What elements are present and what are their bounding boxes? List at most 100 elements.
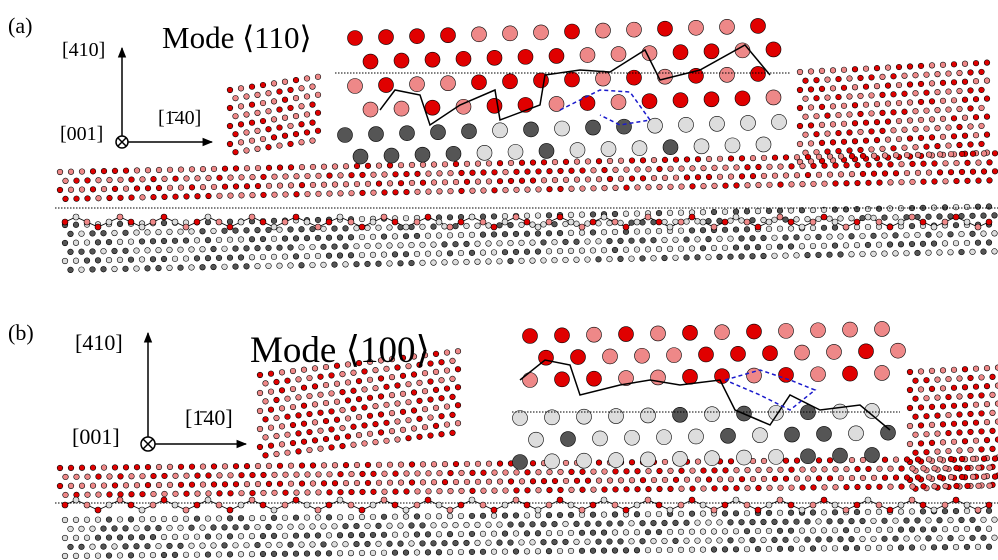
atom (668, 468, 674, 474)
atom (920, 527, 926, 533)
atom (426, 171, 432, 177)
atom (979, 375, 985, 381)
atom (68, 249, 74, 255)
atom (937, 214, 943, 220)
atom (946, 143, 952, 149)
atom (679, 468, 685, 474)
atom (321, 463, 327, 469)
atom (557, 512, 563, 518)
atom (249, 120, 255, 126)
atom (398, 462, 404, 468)
atom (129, 473, 135, 479)
atom (260, 118, 266, 124)
atom (194, 219, 200, 225)
atom (274, 415, 280, 421)
atom (603, 349, 618, 364)
atom (178, 247, 184, 253)
atom (844, 484, 850, 490)
atom (422, 424, 428, 430)
atom (962, 133, 968, 139)
atom (899, 466, 905, 472)
atom (990, 428, 996, 434)
atom (491, 531, 497, 537)
atom (898, 509, 904, 515)
atom (260, 515, 266, 521)
atom (464, 161, 470, 167)
atom (668, 166, 674, 172)
atom (480, 232, 486, 238)
atom (345, 380, 351, 386)
atom (293, 533, 299, 539)
atom (530, 240, 536, 246)
atom (282, 97, 288, 103)
atom (656, 502, 662, 508)
axis-label: [1̄40] (185, 405, 233, 430)
atom (662, 520, 668, 526)
atom (519, 540, 525, 546)
atom (609, 409, 624, 424)
atom (816, 458, 822, 464)
atom (959, 456, 965, 462)
atom (425, 497, 431, 503)
atom (433, 351, 439, 357)
atom (645, 529, 651, 535)
atom (403, 215, 409, 221)
atom (307, 411, 313, 417)
atom (134, 525, 140, 531)
atom (819, 140, 825, 146)
atom (545, 454, 560, 469)
atom (288, 481, 294, 487)
atom (151, 473, 157, 479)
atom (238, 86, 244, 92)
atom (838, 172, 844, 178)
atom (307, 393, 313, 399)
atom (888, 162, 894, 168)
atom (487, 98, 502, 113)
atom (695, 219, 701, 225)
atom (852, 138, 858, 144)
atom (189, 229, 195, 235)
atom (979, 393, 985, 399)
atom (90, 267, 96, 273)
atom (805, 519, 811, 525)
atom (946, 430, 952, 436)
atom (745, 485, 751, 491)
atom (552, 521, 558, 527)
atom (299, 262, 305, 268)
atom (156, 185, 162, 191)
atom (690, 486, 696, 492)
atom (90, 187, 96, 193)
atom (348, 31, 363, 46)
atom (475, 179, 481, 185)
atom (73, 517, 79, 523)
atom (986, 240, 992, 246)
atom (761, 253, 767, 259)
atom (863, 66, 869, 72)
atom (673, 451, 688, 466)
atom (327, 173, 333, 179)
atom (84, 535, 90, 541)
atom (387, 181, 393, 187)
atom (957, 142, 963, 148)
atom (874, 119, 880, 125)
atom (865, 224, 871, 230)
atom (359, 234, 365, 240)
atom (139, 516, 145, 522)
atom (184, 194, 190, 200)
atom (255, 463, 261, 469)
atom (921, 466, 927, 472)
atom (590, 219, 596, 225)
atom (257, 408, 263, 414)
atom (601, 512, 607, 518)
atom (359, 252, 365, 258)
atom (370, 550, 376, 556)
atom (277, 245, 283, 251)
atom (95, 258, 101, 264)
atom (668, 486, 674, 492)
atom (156, 247, 162, 253)
atom (613, 167, 619, 173)
atom (285, 396, 291, 402)
atom (327, 191, 333, 197)
atom (227, 219, 233, 225)
atom (767, 182, 773, 188)
